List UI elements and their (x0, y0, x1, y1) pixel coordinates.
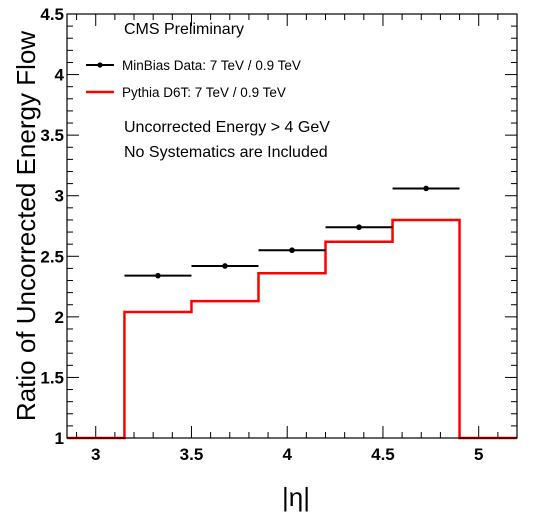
x-axis-title: |η| (282, 482, 310, 512)
legend-label-data: MinBias Data: 7 TeV / 0.9 TeV (122, 58, 301, 73)
x-tick-label: 3 (91, 445, 100, 464)
legend: MinBias Data: 7 TeV / 0.9 TeV Pythia D6T… (86, 58, 301, 100)
x-tick-label: 4.5 (371, 445, 395, 464)
x-tick-label: 3.5 (180, 445, 204, 464)
y-tick-label: 2.5 (40, 247, 64, 266)
x-tick-label: 4 (282, 445, 292, 464)
plot-frame (66, 13, 518, 439)
y-axis-title: Ratio of Uncorrected Energy Flow (11, 31, 41, 421)
y-tick-label: 1 (55, 429, 64, 448)
data-point (222, 263, 228, 269)
legend-label-mc: Pythia D6T: 7 TeV / 0.9 TeV (122, 85, 286, 100)
y-tick-label: 4 (55, 66, 65, 85)
labels-layer: 1 1.5 2 2.5 3 3.5 4 4.5 3 3.5 4 4.5 5 (40, 5, 483, 464)
data-point (356, 224, 362, 231)
y-tick-label: 2 (55, 308, 64, 327)
chart-header: CMS Preliminary (124, 21, 244, 38)
y-tick-label: 3 (55, 187, 64, 206)
legend-marker-data-point (97, 62, 103, 68)
data-point (423, 185, 429, 192)
y-tick-label: 1.5 (40, 368, 64, 387)
series-layer (67, 185, 517, 440)
y-tick-label: 3.5 (40, 126, 64, 145)
data-point (155, 272, 161, 279)
x-tick-label: 5 (474, 445, 483, 464)
mc-step-histogram (67, 218, 517, 440)
note-energy-cut: Uncorrected Energy > 4 GeV (124, 119, 330, 136)
data-point (289, 247, 295, 254)
y-tick-label: 4.5 (40, 5, 64, 24)
note-systematics: No Systematics are Included (124, 144, 328, 161)
